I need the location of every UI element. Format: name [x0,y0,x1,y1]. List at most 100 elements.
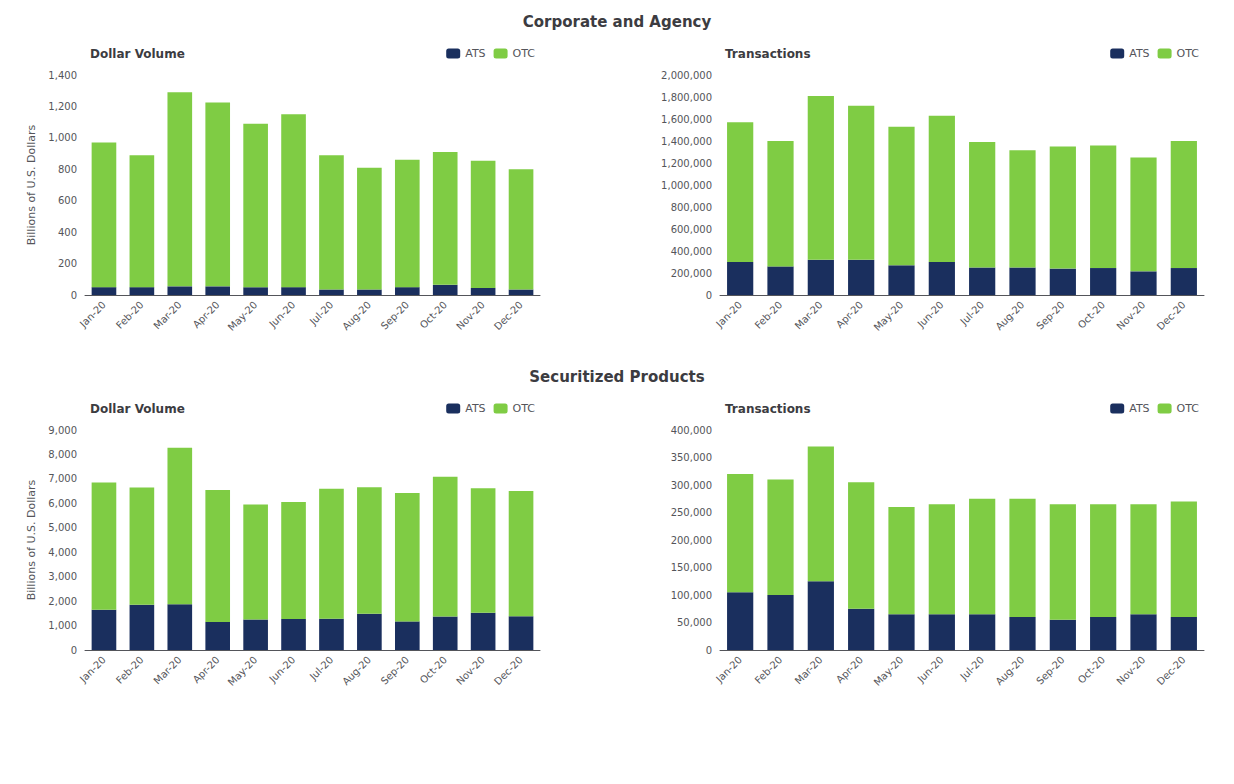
svg-text:Jan-20: Jan-20 [77,654,108,685]
svg-text:Mar-20: Mar-20 [793,654,825,686]
svg-text:Dec-20: Dec-20 [1155,299,1188,332]
svg-text:Oct-20: Oct-20 [1076,654,1108,686]
svg-text:Jul-20: Jul-20 [958,654,987,683]
svg-text:ATS: ATS [465,47,485,60]
svg-text:Aug-20: Aug-20 [993,299,1026,332]
svg-text:Jun-20: Jun-20 [266,654,297,685]
svg-text:1,400: 1,400 [48,70,77,81]
svg-text:1,000,000: 1,000,000 [661,180,712,191]
svg-text:1,800,000: 1,800,000 [661,92,712,103]
svg-text:Feb-20: Feb-20 [114,299,146,331]
svg-text:Transactions: Transactions [725,402,811,416]
svg-text:100,000: 100,000 [671,590,712,601]
svg-text:Oct-20: Oct-20 [1076,299,1108,331]
svg-text:Aug-20: Aug-20 [993,654,1026,687]
svg-text:2,000,000: 2,000,000 [661,70,712,81]
svg-text:Jul-20: Jul-20 [307,299,336,328]
svg-text:Sep-20: Sep-20 [1034,299,1067,332]
svg-text:May-20: May-20 [226,654,260,688]
svg-text:1,200,000: 1,200,000 [661,158,712,169]
svg-text:600: 600 [58,195,77,206]
svg-text:1,400,000: 1,400,000 [661,136,712,147]
svg-text:0: 0 [706,290,712,301]
svg-text:Nov-20: Nov-20 [454,654,487,687]
svg-text:Jun-20: Jun-20 [266,299,297,330]
svg-text:Jun-20: Jun-20 [915,299,946,330]
svg-text:1,600,000: 1,600,000 [661,114,712,125]
svg-text:Jan-20: Jan-20 [713,654,744,685]
svg-text:Jul-20: Jul-20 [307,654,336,683]
svg-text:Apr-20: Apr-20 [834,299,865,330]
svg-text:OTC: OTC [1177,402,1200,415]
svg-text:Dollar Volume: Dollar Volume [90,47,185,61]
svg-text:5,000: 5,000 [48,522,77,533]
svg-text:4,000: 4,000 [48,547,77,558]
svg-text:Mar-20: Mar-20 [151,654,183,686]
svg-text:ATS: ATS [1129,47,1149,60]
svg-text:Apr-20: Apr-20 [834,654,865,685]
svg-text:Dec-20: Dec-20 [492,654,525,687]
svg-text:400,000: 400,000 [671,246,712,257]
svg-text:Billions of U.S. Dollars: Billions of U.S. Dollars [25,124,38,245]
svg-text:350,000: 350,000 [671,452,712,463]
svg-text:Oct-20: Oct-20 [418,299,450,331]
svg-text:3,000: 3,000 [48,571,77,582]
svg-text:50,000: 50,000 [677,617,712,628]
svg-text:9,000: 9,000 [48,425,77,436]
svg-text:Feb-20: Feb-20 [114,654,146,686]
svg-text:Apr-20: Apr-20 [191,299,222,330]
svg-text:Transactions: Transactions [725,47,811,61]
svg-text:May-20: May-20 [226,299,260,333]
svg-text:8,000: 8,000 [48,449,77,460]
svg-text:800,000: 800,000 [671,202,712,213]
svg-text:200,000: 200,000 [671,268,712,279]
svg-text:Sep-20: Sep-20 [1034,654,1067,687]
svg-text:1,200: 1,200 [48,101,77,112]
svg-text:200: 200 [58,258,77,269]
svg-text:0: 0 [71,645,77,656]
svg-text:Apr-20: Apr-20 [191,654,222,685]
svg-text:Mar-20: Mar-20 [151,299,183,331]
svg-text:OTC: OTC [513,47,536,60]
svg-text:Mar-20: Mar-20 [793,299,825,331]
svg-text:800: 800 [58,164,77,175]
svg-text:Dollar Volume: Dollar Volume [90,402,185,416]
svg-text:Sep-20: Sep-20 [379,654,412,687]
svg-text:Jan-20: Jan-20 [713,299,744,330]
svg-text:Oct-20: Oct-20 [418,654,450,686]
svg-text:Nov-20: Nov-20 [1114,299,1147,332]
svg-text:Dec-20: Dec-20 [1155,654,1188,687]
svg-text:200,000: 200,000 [671,535,712,546]
svg-text:0: 0 [71,290,77,301]
svg-text:Aug-20: Aug-20 [340,299,373,332]
svg-text:0: 0 [706,645,712,656]
svg-text:Feb-20: Feb-20 [753,299,785,331]
svg-text:May-20: May-20 [872,299,906,333]
svg-text:6,000: 6,000 [48,498,77,509]
svg-text:1,000: 1,000 [48,620,77,631]
svg-text:7,000: 7,000 [48,473,77,484]
svg-text:150,000: 150,000 [671,562,712,573]
svg-text:Billions of U.S. Dollars: Billions of U.S. Dollars [25,479,38,600]
svg-text:400: 400 [58,227,77,238]
svg-text:2,000: 2,000 [48,596,77,607]
svg-text:600,000: 600,000 [671,224,712,235]
svg-text:OTC: OTC [1177,47,1200,60]
svg-text:OTC: OTC [513,402,536,415]
svg-text:Securitized Products: Securitized Products [529,368,704,386]
svg-text:Corporate and Agency: Corporate and Agency [523,13,712,31]
svg-text:Dec-20: Dec-20 [492,299,525,332]
svg-text:Feb-20: Feb-20 [753,654,785,686]
svg-text:1,000: 1,000 [48,132,77,143]
svg-text:Nov-20: Nov-20 [1114,654,1147,687]
svg-text:300,000: 300,000 [671,480,712,491]
svg-text:400,000: 400,000 [671,425,712,436]
svg-text:Jun-20: Jun-20 [915,654,946,685]
svg-text:ATS: ATS [465,402,485,415]
svg-text:May-20: May-20 [872,654,906,688]
svg-text:Jul-20: Jul-20 [958,299,987,328]
svg-text:Nov-20: Nov-20 [454,299,487,332]
svg-text:ATS: ATS [1129,402,1149,415]
svg-text:Jan-20: Jan-20 [77,299,108,330]
svg-text:250,000: 250,000 [671,507,712,518]
